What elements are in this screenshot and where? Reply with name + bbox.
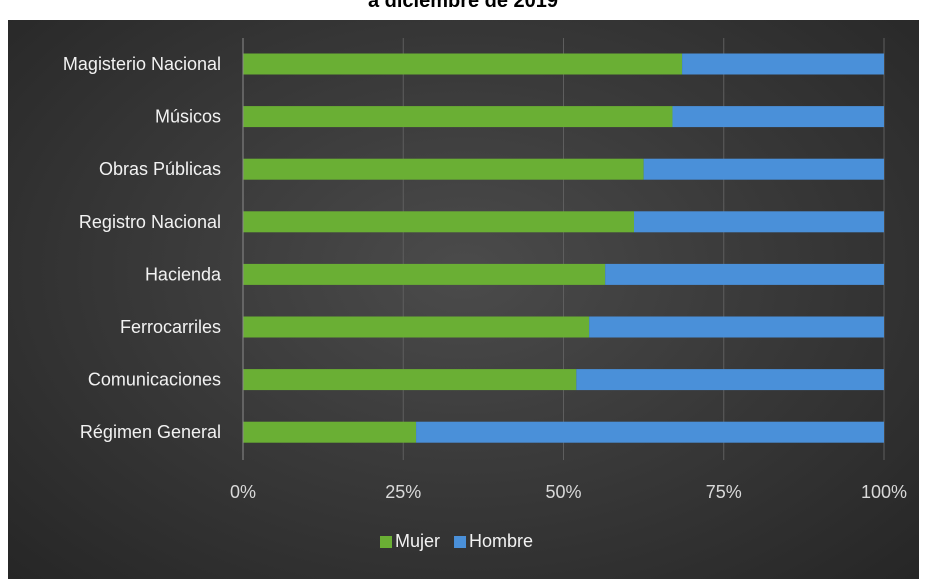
bar-hombre-comunicaciones	[576, 369, 884, 391]
category-label: Comunicaciones	[88, 370, 221, 390]
category-label: Hacienda	[145, 264, 222, 284]
bar-mujer-musicos	[243, 106, 673, 128]
bar-mujer-comunicaciones	[243, 369, 577, 391]
x-tick-labels: 0% 25% 50% 75% 100%	[230, 482, 907, 502]
bar-hombre-registro-nacional	[634, 211, 884, 233]
chart-panel: Magisterio Nacional Músicos Obras Públicas…	[8, 20, 919, 579]
bar-hombre-ferrocarriles	[589, 316, 884, 338]
bar-mujer-hacienda	[243, 263, 606, 285]
x-tick-label: 25%	[385, 482, 421, 502]
category-label: Ferrocarriles	[120, 317, 221, 337]
x-tick-label: 100%	[861, 482, 907, 502]
x-tick-label: 0%	[230, 482, 256, 502]
bar-mujer-obras-publicas	[243, 158, 644, 180]
bar-hombre-hacienda	[605, 263, 884, 285]
stacked-bar-chart: Magisterio Nacional Músicos Obras Públicas…	[63, 38, 907, 551]
gridlines	[402, 38, 885, 460]
category-label: Régimen General	[80, 422, 221, 442]
legend-label-mujer: Mujer	[395, 531, 440, 551]
bar-hombre-regimen-general	[416, 421, 884, 443]
bar-mujer-registro-nacional	[243, 211, 635, 233]
legend: Mujer Hombre	[380, 531, 533, 551]
legend-label-hombre: Hombre	[469, 531, 533, 551]
bar-mujer-magisterio-nacional	[243, 53, 683, 75]
bar-hombre-musicos	[672, 106, 884, 128]
category-labels: Magisterio Nacional Músicos Obras Públicas…	[63, 54, 222, 442]
x-tick-label: 50%	[545, 482, 581, 502]
category-label: Magisterio Nacional	[63, 54, 221, 74]
bar-hombre-magisterio-nacional	[682, 53, 884, 75]
legend-swatch-mujer	[380, 536, 392, 548]
bar-mujer-ferrocarriles	[243, 316, 590, 338]
bars	[243, 53, 884, 443]
bar-mujer-regimen-general	[243, 421, 417, 443]
bar-hombre-obras-publicas	[643, 158, 884, 180]
legend-swatch-hombre	[454, 536, 467, 548]
category-label: Registro Nacional	[79, 212, 221, 232]
chart-title: a diciembre de 2019	[367, 0, 559, 12]
category-label: Obras Públicas	[99, 159, 221, 179]
x-tick-label: 75%	[706, 482, 742, 502]
category-label: Músicos	[155, 107, 221, 127]
